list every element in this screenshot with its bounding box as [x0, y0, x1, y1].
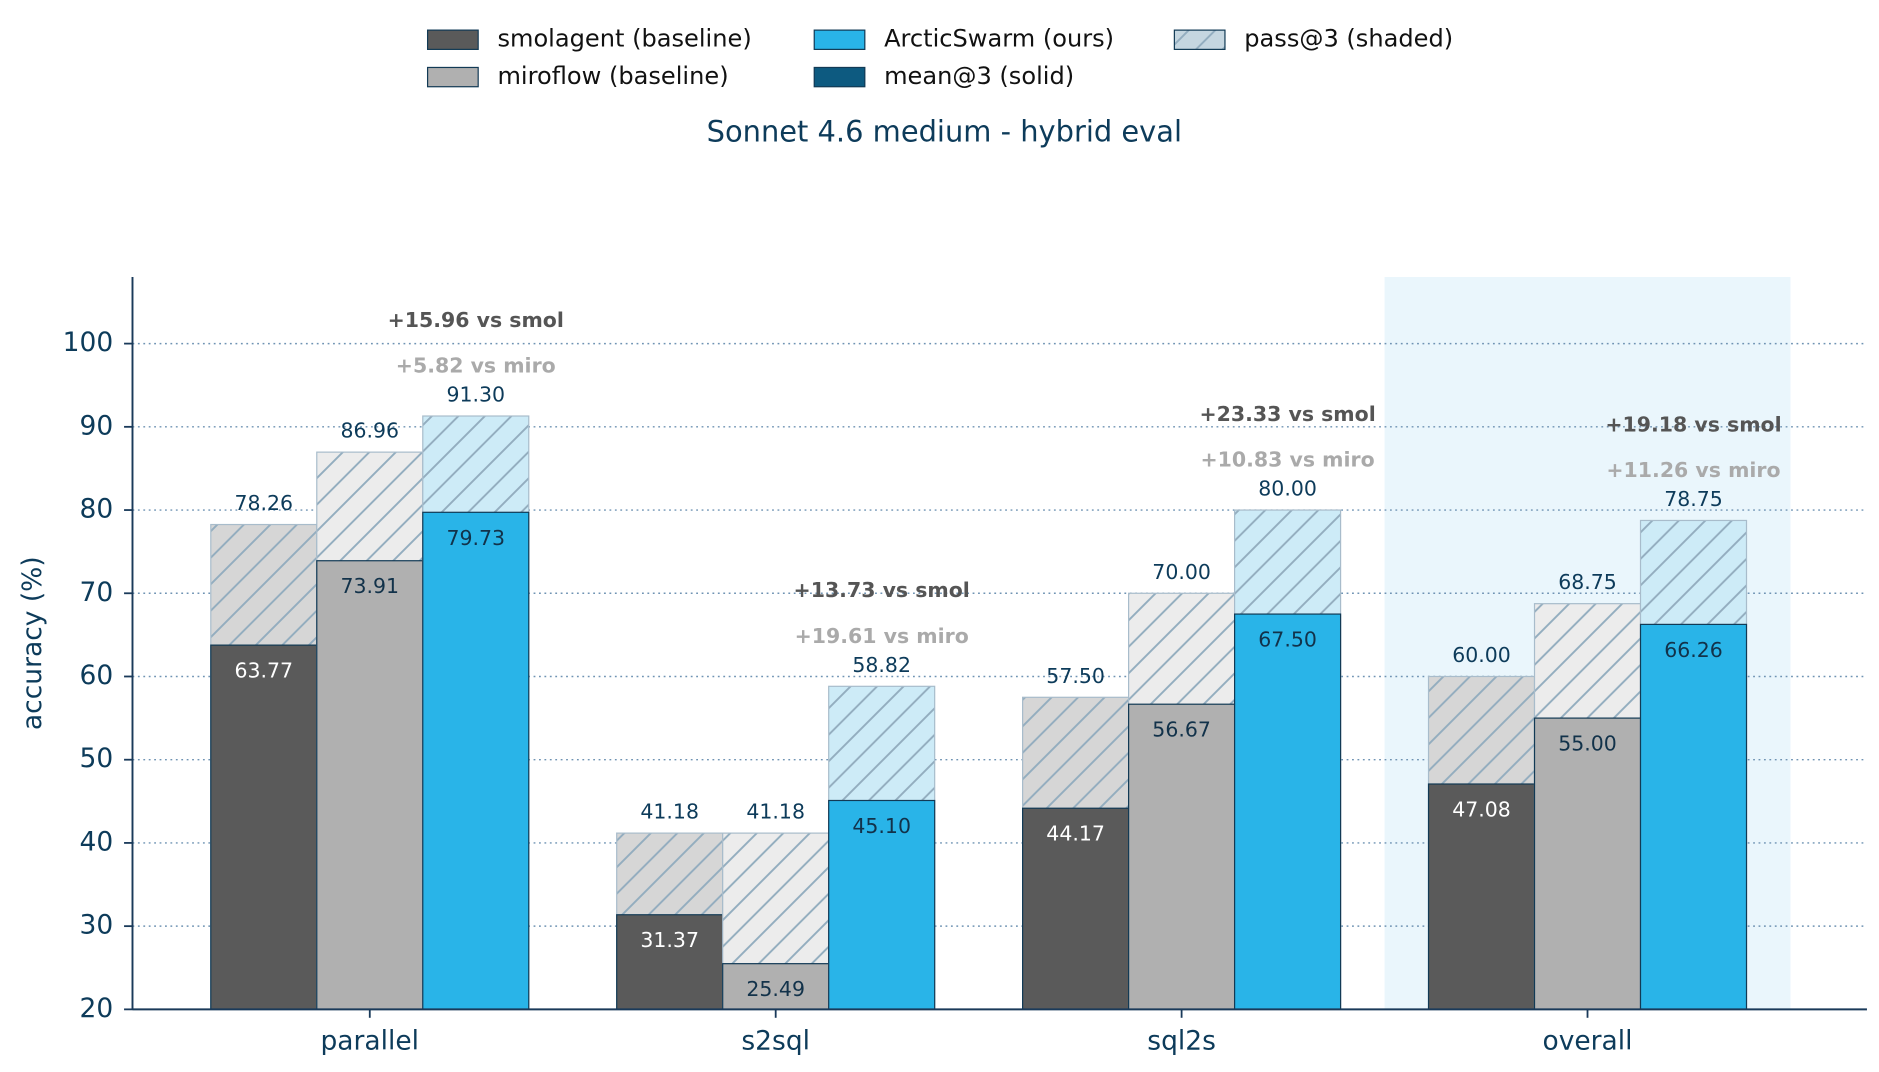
- mean-bar: [316, 560, 424, 1010]
- legend-label: ArcticSwarm (ours): [884, 25, 1114, 53]
- mean-value-label: 66.26: [1664, 638, 1723, 662]
- y-tick-label: 20: [80, 993, 114, 1024]
- legend-label: smolagent (baseline): [497, 25, 751, 53]
- legend-swatch: [426, 29, 479, 50]
- pass-value-label: 78.75: [1664, 487, 1723, 511]
- y-tick-label: 90: [80, 410, 114, 441]
- pass-value-label: 91.30: [446, 383, 505, 407]
- mean-value-label: 67.50: [1258, 628, 1317, 652]
- x-tick-label: sql2s: [1147, 1025, 1216, 1056]
- x-tick-label: s2sql: [741, 1025, 810, 1056]
- mean-value-label: 44.17: [1046, 822, 1105, 846]
- y-tick-label: 80: [80, 494, 114, 525]
- chart-title: Sonnet 4.6 medium - hybrid eval: [707, 115, 1182, 149]
- mean-value-label: 55.00: [1558, 732, 1617, 756]
- pass-value-label: 60.00: [1452, 643, 1511, 667]
- annotation-miro: +19.61 vs miro: [795, 624, 969, 648]
- legend-swatch: [813, 66, 866, 88]
- mean-bar: [210, 644, 318, 1010]
- y-tick-label: 70: [80, 577, 114, 608]
- mean-bar: [1533, 717, 1642, 1010]
- mean-bar: [1639, 623, 1748, 1010]
- pass-value-label: 41.18: [746, 800, 805, 824]
- annotation-smol: +15.96 vs smol: [388, 308, 564, 332]
- mean-value-label: 47.08: [1452, 798, 1511, 822]
- y-tick-label: 60: [80, 660, 114, 691]
- pass-value-label: 86.96: [340, 419, 399, 443]
- pass-value-label: 68.75: [1558, 570, 1617, 594]
- annotation-smol: +13.73 vs smol: [794, 578, 970, 602]
- mean-bar: [828, 799, 936, 1010]
- legend-swatch: [813, 29, 866, 50]
- y-tick-label: 30: [80, 910, 114, 941]
- pass-value-label: 78.26: [234, 491, 293, 515]
- y-tick-label: 50: [80, 743, 114, 774]
- mean-value-label: 79.73: [446, 526, 505, 550]
- pass-value-label: 70.00: [1152, 560, 1211, 584]
- pass-value-label: 58.82: [852, 653, 911, 677]
- mean-value-label: 73.91: [340, 574, 399, 598]
- mean-value-label: 63.77: [234, 659, 293, 683]
- mean-bar: [422, 511, 530, 1010]
- legend-swatch: [426, 66, 479, 88]
- annotation-miro: +10.83 vs miro: [1201, 448, 1375, 472]
- annotation-smol: +23.33 vs smol: [1199, 402, 1375, 426]
- y-axis-label: accuracy (%): [17, 556, 48, 730]
- mean-value-label: 56.67: [1152, 718, 1211, 742]
- mean-bar: [1128, 703, 1236, 1010]
- mean-value-label: 31.37: [640, 928, 699, 952]
- annotation-smol: +19.18 vs smol: [1605, 412, 1781, 436]
- x-tick-label: overall: [1543, 1025, 1633, 1056]
- y-tick-label: 40: [80, 826, 114, 857]
- x-tick-label: parallel: [321, 1025, 420, 1056]
- annotation-miro: +11.26 vs miro: [1606, 458, 1780, 482]
- pass-value-label: 41.18: [640, 800, 699, 824]
- annotation-miro: +5.82 vs miro: [396, 354, 556, 378]
- legend-swatch: [1173, 29, 1226, 50]
- legend-label: mean@3 (solid): [884, 62, 1074, 90]
- pass-value-label: 80.00: [1258, 477, 1317, 501]
- pass-value-label: 57.50: [1046, 664, 1105, 688]
- mean-bar: [1233, 613, 1342, 1010]
- mean-value-label: 45.10: [852, 814, 911, 838]
- mean-bar: [722, 963, 830, 1010]
- legend-label: pass@3 (shaded): [1244, 25, 1453, 53]
- mean-value-label: 25.49: [746, 977, 805, 1001]
- y-tick-label: 100: [63, 327, 114, 358]
- legend-label: miroflow (baseline): [497, 62, 728, 90]
